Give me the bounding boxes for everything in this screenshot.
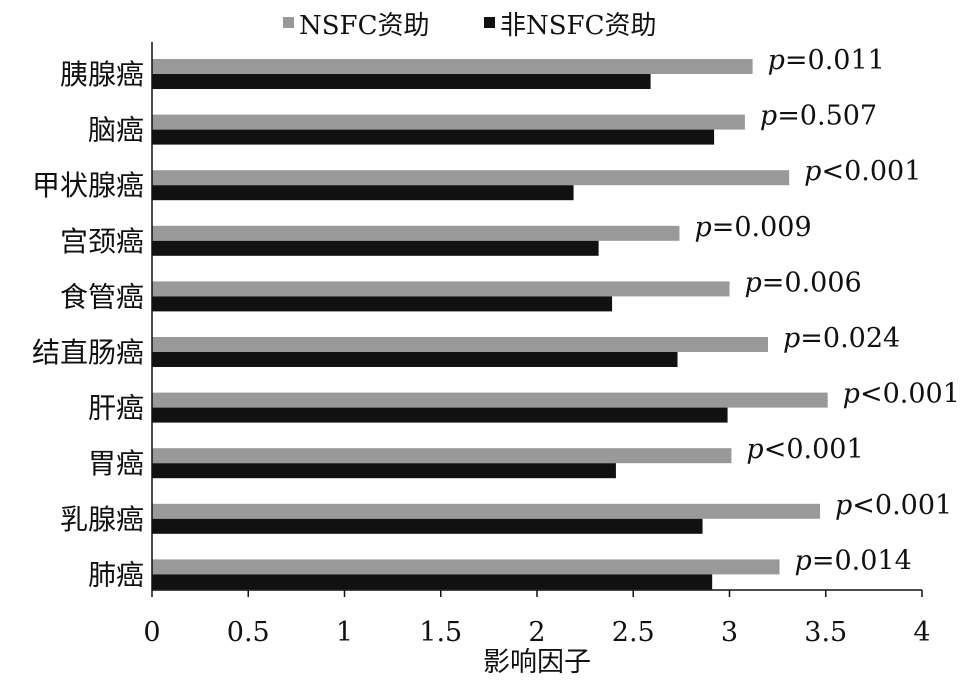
category-label-4: 宫颈癌 xyxy=(60,225,144,258)
category-label-2: 脑癌 xyxy=(88,114,144,147)
category-label-7: 肝癌 xyxy=(88,392,144,425)
x-axis-title: 影响因子 xyxy=(483,647,591,678)
bar-non-nsfc-5 xyxy=(152,296,613,312)
p-value-label-2: p=0.507 xyxy=(760,101,877,132)
x-tick-label-2: 0.5 xyxy=(227,617,270,648)
category-label-3: 甲状腺癌 xyxy=(32,169,144,202)
category-label-10: 肺癌 xyxy=(88,558,144,591)
bar-non-nsfc-7 xyxy=(152,407,728,423)
p-value-label-4: p=0.009 xyxy=(694,212,811,243)
p-value-label-5: p=0.006 xyxy=(745,267,862,298)
p-value-label-6: p=0.024 xyxy=(783,323,900,354)
x-tick-label-4: 1.5 xyxy=(419,617,462,648)
x-tick-label-8: 3.5 xyxy=(804,617,847,648)
category-label-8: 胃癌 xyxy=(88,447,144,480)
x-tick-label-9: 4 xyxy=(913,617,930,648)
legend-swatch-1 xyxy=(283,17,294,28)
x-tick-label-1: 0 xyxy=(143,617,160,648)
category-label-5: 食管癌 xyxy=(60,280,144,313)
x-axis: 0 0.5 1 1.5 2 2.5 3 3.5 4 影响因子 xyxy=(143,589,931,678)
legend: NSFC资助 非NSFC资助 xyxy=(283,11,657,41)
bars-group xyxy=(152,59,828,590)
bar-nsfc-4 xyxy=(152,225,680,241)
bar-non-nsfc-3 xyxy=(152,185,574,201)
p-value-label-3: p<0.001 xyxy=(804,156,921,187)
x-tick-label-3: 1 xyxy=(336,617,353,648)
bar-nsfc-3 xyxy=(152,170,790,186)
bar-non-nsfc-4 xyxy=(152,240,599,256)
bar-nsfc-6 xyxy=(152,337,768,352)
x-tick-label-7: 3 xyxy=(721,617,738,648)
bar-non-nsfc-2 xyxy=(152,129,715,145)
category-label-9: 乳腺癌 xyxy=(60,503,144,536)
bar-nsfc-1 xyxy=(152,59,753,74)
p-value-label-1: p=0.011 xyxy=(768,45,885,76)
bar-non-nsfc-8 xyxy=(152,463,616,479)
bar-nsfc-5 xyxy=(152,281,730,297)
bar-nsfc-2 xyxy=(152,114,745,130)
legend-label-2: 非NSFC资助 xyxy=(500,11,657,41)
x-tick-label-5: 2 xyxy=(528,617,545,648)
bar-nsfc-9 xyxy=(152,503,820,519)
category-label-1: 胰腺癌 xyxy=(60,58,144,91)
bar-nsfc-10 xyxy=(152,559,780,575)
p-value-annotations: p=0.011 p=0.507 p<0.001 p=0.009 p=0.006 p=0.0… xyxy=(694,45,959,576)
bar-non-nsfc-10 xyxy=(152,574,713,590)
bar-non-nsfc-6 xyxy=(152,352,678,367)
p-value-label-8: p<0.001 xyxy=(746,434,863,465)
p-value-label-10: p=0.014 xyxy=(795,545,912,576)
x-tick-label-6: 2.5 xyxy=(612,617,655,648)
bar-non-nsfc-1 xyxy=(152,74,651,89)
legend-swatch-2 xyxy=(484,17,495,28)
category-label-6: 结直肠癌 xyxy=(32,336,144,369)
legend-label-1: NSFC资助 xyxy=(299,11,430,41)
bar-non-nsfc-9 xyxy=(152,518,703,534)
p-value-label-9: p<0.001 xyxy=(835,490,952,521)
bar-nsfc-7 xyxy=(152,392,828,408)
p-value-label-7: p<0.001 xyxy=(843,379,960,410)
bar-nsfc-8 xyxy=(152,448,732,464)
